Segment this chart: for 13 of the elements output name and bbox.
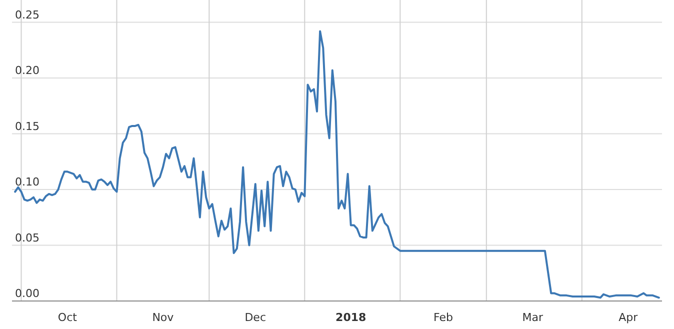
x-tick-label: Nov: [152, 311, 174, 324]
x-tick-label: Mar: [522, 311, 544, 324]
y-tick-label: 0.20: [15, 64, 40, 78]
x-tick-label: Apr: [618, 311, 638, 324]
y-tick-label: 0.25: [15, 8, 40, 22]
x-tick-label: 2018: [336, 311, 366, 324]
x-tick-label: Dec: [244, 311, 266, 324]
x-tick-label: Oct: [58, 311, 78, 324]
y-tick-label: 0.05: [15, 231, 40, 244]
y-tick-label: 0.15: [15, 120, 40, 133]
y-tick-label: 0.10: [15, 176, 40, 189]
y-tick-label: 0.00: [15, 287, 40, 300]
x-tick-label: Feb: [434, 311, 454, 324]
